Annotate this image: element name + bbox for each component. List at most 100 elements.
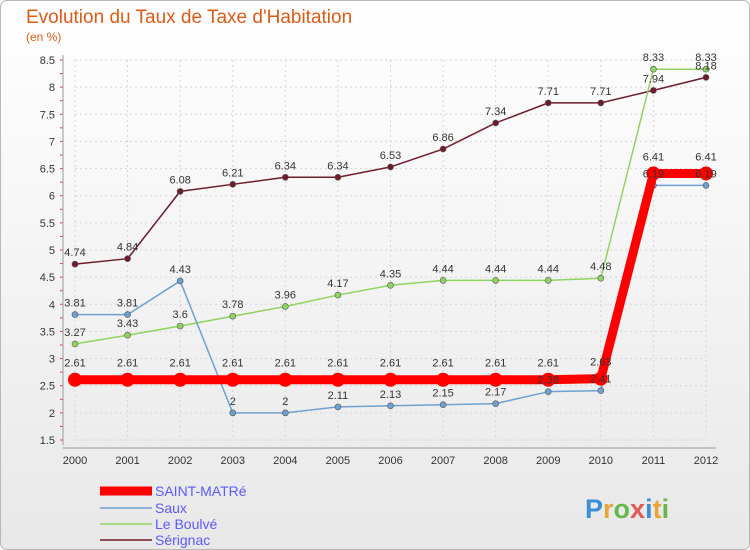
data-label: 3.43 xyxy=(117,318,138,330)
x-tick-label: 2008 xyxy=(483,455,507,467)
x-tick-label: 2010 xyxy=(589,455,613,467)
series-point-1 xyxy=(176,277,184,285)
series-point-1 xyxy=(71,311,79,318)
data-label: 6.86 xyxy=(432,132,453,144)
series-point-0 xyxy=(646,166,661,181)
data-label: 2.61 xyxy=(222,358,243,370)
x-tick-label: 2005 xyxy=(326,455,350,467)
data-label: 8.33 xyxy=(643,52,664,64)
x-tick-label: 2006 xyxy=(378,455,402,467)
series-point-3 xyxy=(650,87,657,94)
y-tick-label: 7.5 xyxy=(40,109,55,121)
series-point-3 xyxy=(544,99,552,107)
series-point-0 xyxy=(68,372,82,387)
data-label: 2.61 xyxy=(432,358,453,370)
x-tick-label: 2012 xyxy=(694,455,718,467)
data-label: 6.53 xyxy=(380,150,401,162)
data-label: 4.84 xyxy=(117,242,138,254)
data-label: 6.21 xyxy=(222,167,243,179)
series-point-0 xyxy=(436,372,451,387)
data-label: 2.63 xyxy=(590,357,611,369)
data-label: 8.18 xyxy=(695,60,716,72)
data-label: 7.71 xyxy=(590,86,611,98)
x-tick-label: 2009 xyxy=(536,455,560,467)
series-point-3 xyxy=(71,260,79,268)
series-point-1 xyxy=(334,403,342,411)
series-point-2 xyxy=(282,303,289,310)
series-point-3 xyxy=(702,74,710,81)
data-label: 2.61 xyxy=(117,358,138,370)
series-point-1 xyxy=(282,409,289,417)
data-label: 2.13 xyxy=(380,389,401,401)
data-label: 2.61 xyxy=(64,358,85,370)
series-point-2 xyxy=(229,312,237,320)
data-label: 2.61 xyxy=(380,358,401,370)
y-tick-label: 3 xyxy=(49,354,55,366)
data-label: 4.74 xyxy=(64,247,85,259)
y-tick-label: 4.5 xyxy=(40,272,55,284)
series-point-0 xyxy=(593,371,608,386)
proxiti-logo: Proxiti xyxy=(585,494,669,524)
y-tick-label: 6.5 xyxy=(40,164,55,176)
series xyxy=(68,65,713,417)
data-label: 3.96 xyxy=(275,289,296,301)
series-point-2 xyxy=(439,277,447,284)
series-point-2 xyxy=(334,291,342,299)
legend-label-3: Sérignac xyxy=(155,532,210,548)
axes: 1.5 2 2.5 3 3.5 4 4.5 5 5.5 6 6.5 7 7.5 8 8.5 2000 2001 2… xyxy=(40,55,718,467)
y-tick-label: 5 xyxy=(49,245,55,257)
chart-title: Evolution du Taux de Taxe d'Habitation xyxy=(26,7,352,28)
series-point-1 xyxy=(597,387,605,394)
series-point-3 xyxy=(387,163,394,171)
series-point-3 xyxy=(282,173,289,181)
series-point-0 xyxy=(225,372,240,387)
data-label: 3.78 xyxy=(222,299,243,311)
series-point-0 xyxy=(120,372,135,387)
series-point-2 xyxy=(124,331,131,339)
data-label: 4.44 xyxy=(538,263,559,275)
data-label: 4.43 xyxy=(169,264,190,276)
data-label: 3.81 xyxy=(117,298,138,310)
series-point-0 xyxy=(330,372,345,387)
data-label: 7.71 xyxy=(538,86,559,98)
data-label: 2.41 xyxy=(590,374,611,386)
y-tick-label: 4 xyxy=(49,299,55,311)
series-point-1 xyxy=(124,311,131,318)
data-label: 3.27 xyxy=(64,327,85,339)
x-tick-label: 2000 xyxy=(63,455,87,467)
series-point-2 xyxy=(702,65,710,73)
series-point-0 xyxy=(173,372,188,387)
series-point-3 xyxy=(229,181,237,188)
data-label: 2.61 xyxy=(327,358,348,370)
data-label: 4.44 xyxy=(485,263,506,275)
data-label: 2.39 xyxy=(538,375,559,387)
y-tick-label: 2 xyxy=(49,408,55,420)
series-point-2 xyxy=(387,281,394,289)
series-point-3 xyxy=(334,173,342,181)
chart-unit-label: (en %) xyxy=(26,30,61,44)
series-point-1 xyxy=(439,401,447,409)
x-tick-label: 2011 xyxy=(642,455,666,467)
data-label: 8.33 xyxy=(695,52,716,64)
series-point-2 xyxy=(544,277,552,284)
data-label: 2.17 xyxy=(485,387,506,399)
series-point-0 xyxy=(541,372,556,387)
y-tick-label: 6 xyxy=(49,191,55,203)
series-point-3 xyxy=(492,119,499,127)
data-label: 4.17 xyxy=(327,278,348,290)
series-point-1 xyxy=(544,388,552,395)
data-labels: 2.61 2.61 2.61 2.61 2.61 2.61 2.61 2.61 2.61 2.61… xyxy=(64,52,716,408)
series-point-2 xyxy=(71,340,79,348)
data-label: 2.61 xyxy=(169,358,190,370)
data-label: 2.61 xyxy=(485,358,506,370)
y-tick-label: 8.5 xyxy=(40,55,55,67)
series-point-1 xyxy=(229,409,237,417)
data-label: 2.11 xyxy=(328,390,349,402)
legend-label-2: Le Boulvé xyxy=(155,516,217,532)
x-tick-label: 2007 xyxy=(431,455,455,467)
y-tick-label: 2.5 xyxy=(40,381,55,393)
series-point-3 xyxy=(176,188,184,195)
x-tick-label: 2001 xyxy=(115,455,139,467)
series-point-2 xyxy=(176,322,184,330)
